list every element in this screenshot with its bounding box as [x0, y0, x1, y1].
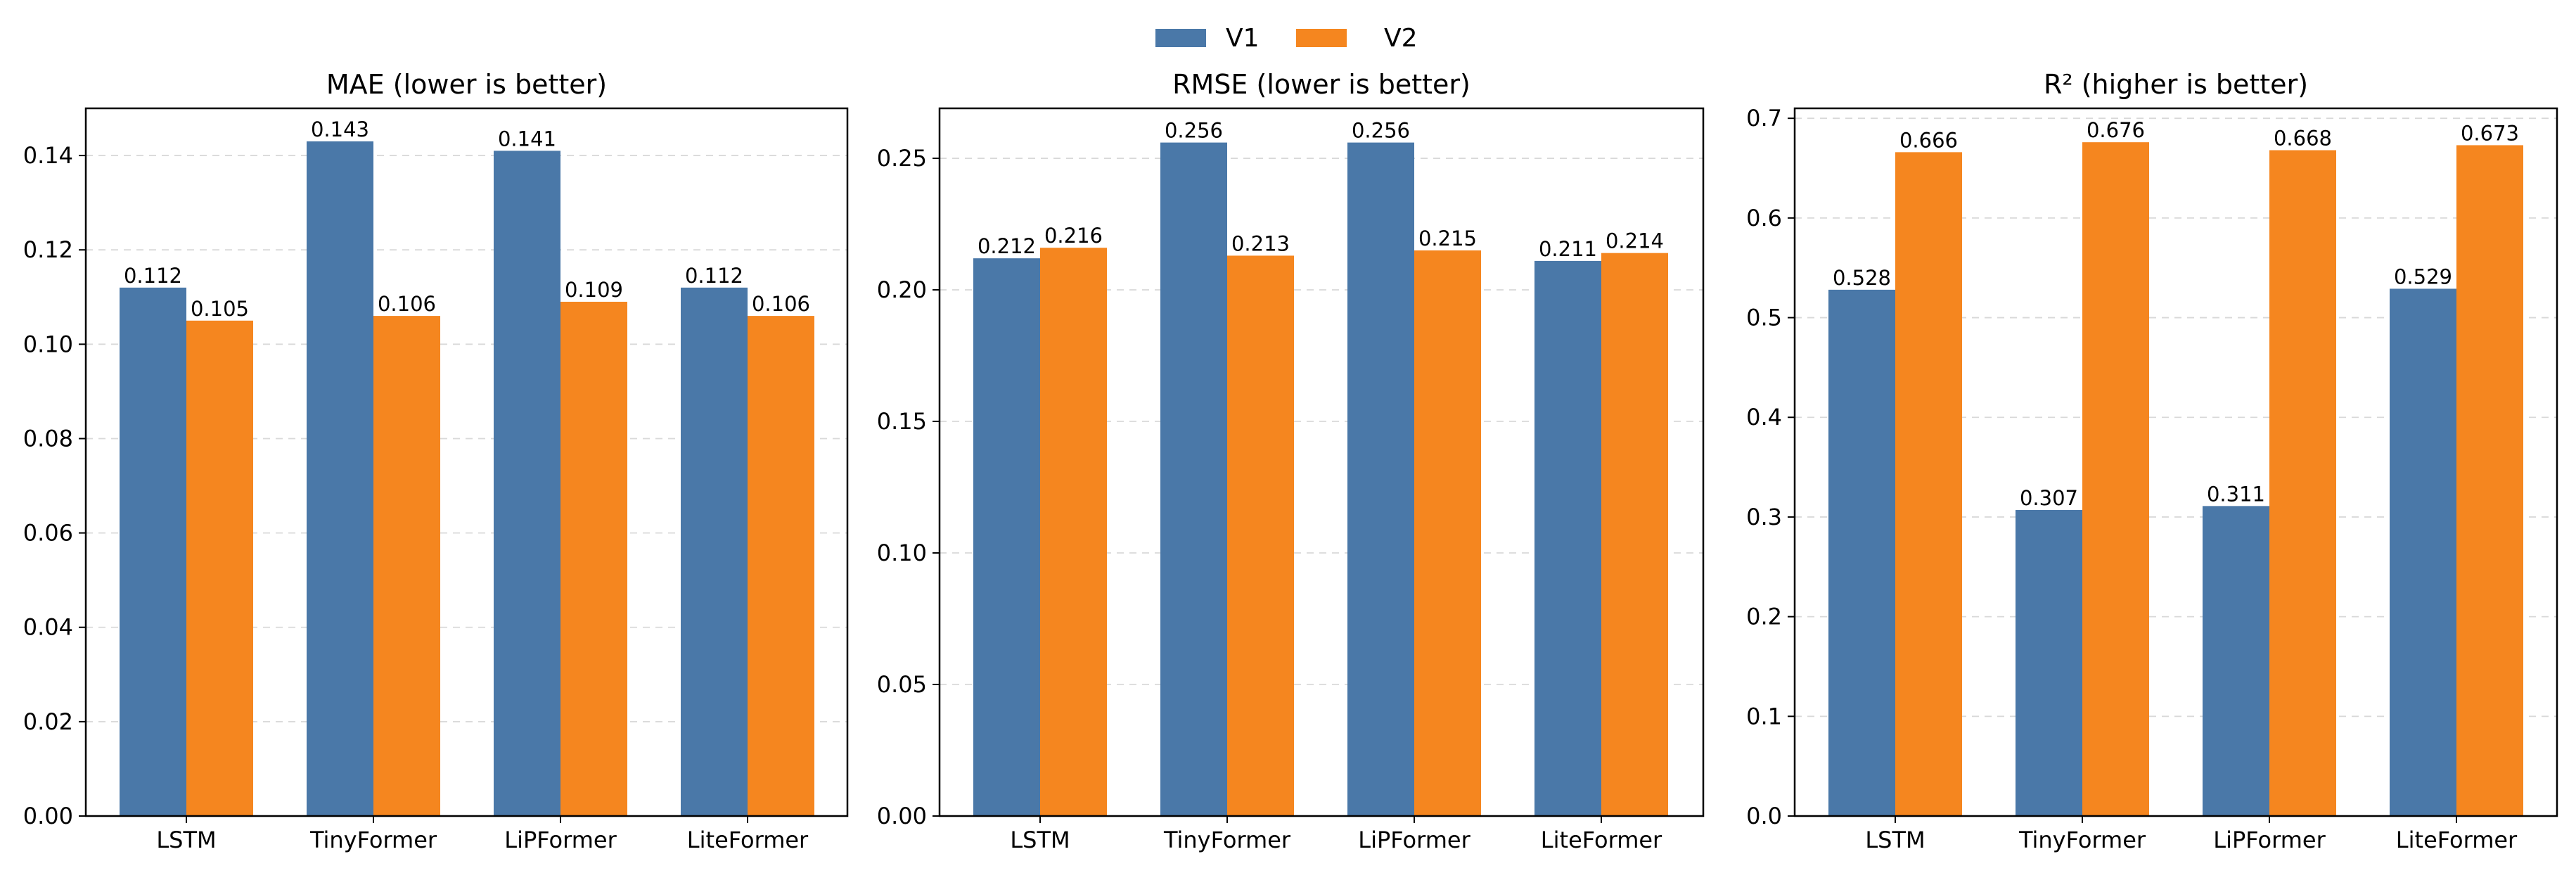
chart-title: RMSE (lower is better) [1172, 69, 1470, 100]
y-tick-label: 0.05 [877, 671, 927, 698]
y-tick-label: 0.08 [23, 425, 73, 452]
bar-v1-lstm [973, 258, 1040, 816]
x-tick-label: TinyFormer [2018, 827, 2146, 853]
bar-v2-lstm [186, 320, 253, 816]
data-label: 0.212 [978, 234, 1036, 258]
plot-frame [1793, 107, 2558, 817]
data-label: 0.307 [2020, 486, 2078, 510]
bar-v2-liteformer [748, 316, 814, 816]
y-tick-label: 0.4 [1746, 404, 1782, 431]
data-label: 0.216 [1044, 224, 1103, 248]
data-label: 0.256 [1352, 119, 1410, 143]
y-tick-label: 0.00 [877, 803, 927, 829]
chart-title: R² (higher is better) [2044, 69, 2308, 100]
data-label: 0.668 [2274, 127, 2332, 151]
bar-v2-tinyformer [373, 316, 440, 816]
y-tick-label: 0.2 [1746, 604, 1782, 630]
bar-v1-lstm [120, 287, 186, 816]
data-label: 0.112 [685, 264, 743, 288]
y-tick-label: 0.04 [23, 614, 73, 641]
y-tick-label: 0.25 [877, 145, 927, 172]
legend: V1 V2 [1155, 24, 1418, 53]
data-label: 0.529 [2394, 265, 2452, 288]
x-tick-label: LiteFormer [2396, 827, 2518, 853]
x-tick-label: LSTM [156, 827, 216, 853]
data-label: 0.311 [2207, 482, 2265, 506]
bar-v1-lstm [1828, 289, 1895, 816]
y-tick-label: 0.02 [23, 708, 73, 735]
legend-swatch-v2 [1296, 29, 1347, 47]
x-tick-label: LiPFormer [2213, 827, 2326, 853]
data-label: 0.676 [2087, 118, 2145, 142]
data-label: 0.214 [1606, 229, 1664, 253]
chart-panels: MAE (lower is better) 0.00 0.02 0.04 0.06 0.0… [23, 69, 2558, 853]
y-tick-label: 0.7 [1746, 105, 1782, 132]
bar-v1-tinyformer [1160, 142, 1227, 817]
data-label: 0.211 [1539, 237, 1597, 261]
y-tick-label: 0.5 [1746, 305, 1782, 331]
legend-swatch-v1 [1155, 29, 1206, 47]
bar-v2-lipformer [560, 301, 627, 816]
data-label: 0.673 [2461, 121, 2519, 145]
x-tick-label: TinyFormer [309, 827, 437, 853]
x-tick-label: TinyFormer [1163, 827, 1291, 853]
chart-panel-3: R² (higher is better) 0.0 0.1 0.2 0.3 0.4 0.5 0… [1746, 69, 2558, 853]
x-tick-label: LiPFormer [504, 827, 617, 853]
x-tick-label: LSTM [1010, 827, 1070, 853]
bar-v2-tinyformer [2082, 142, 2149, 816]
y-tick-label: 0.0 [1746, 803, 1782, 829]
y-tick-label: 0.14 [23, 142, 73, 169]
bar-v1-lipformer [2203, 506, 2269, 816]
chart-panel-2: RMSE (lower is better) 0.00 0.05 0.10 0.15 0.… [877, 69, 1705, 853]
y-tick-label: 0.3 [1746, 504, 1782, 530]
bar-v2-lstm [1895, 152, 1962, 817]
y-tick-label: 0.6 [1746, 205, 1782, 231]
bar-v2-liteformer [2456, 145, 2523, 816]
bar-v1-liteformer [681, 287, 748, 816]
plot-frame [938, 107, 1705, 817]
legend-label-v1: V1 [1226, 24, 1260, 53]
data-label: 0.105 [191, 297, 249, 321]
bar-v1-liteformer [2390, 288, 2456, 816]
y-tick-label: 0.10 [23, 331, 73, 357]
bar-v2-lipformer [1414, 250, 1481, 816]
data-label: 0.215 [1418, 227, 1477, 250]
x-tick-label: LiteFormer [687, 827, 809, 853]
x-tick-label: LiPFormer [1358, 827, 1470, 853]
bar-v1-lipformer [494, 151, 560, 817]
data-label: 0.141 [498, 127, 556, 151]
bar-v2-liteformer [1601, 253, 1668, 816]
bar-v2-lipformer [2269, 150, 2336, 816]
y-tick-label: 0.10 [877, 540, 927, 566]
y-tick-label: 0.15 [877, 408, 927, 435]
x-tick-label: LiteFormer [1541, 827, 1662, 853]
y-tick-label: 0.06 [23, 520, 73, 547]
data-label: 0.256 [1165, 119, 1223, 143]
bar-v1-lipformer [1347, 142, 1414, 817]
y-tick-label: 0.1 [1746, 703, 1782, 729]
data-label: 0.213 [1231, 231, 1290, 255]
data-label: 0.112 [124, 264, 182, 288]
data-label: 0.528 [1833, 266, 1891, 290]
data-label: 0.109 [565, 278, 623, 302]
chart-panel-1: MAE (lower is better) 0.00 0.02 0.04 0.06 0.0… [23, 69, 849, 853]
legend-label-v2: V2 [1384, 24, 1418, 53]
x-tick-label: LSTM [1865, 827, 1925, 853]
data-label: 0.666 [1899, 128, 1958, 152]
data-label: 0.106 [752, 292, 810, 316]
chart-title: MAE (lower is better) [326, 69, 607, 100]
plot-frame [84, 107, 849, 817]
bar-v1-tinyformer [2016, 510, 2082, 816]
bar-v1-liteformer [1534, 260, 1601, 816]
bar-v2-tinyformer [1227, 255, 1294, 817]
data-label: 0.143 [311, 117, 369, 141]
y-tick-label: 0.00 [23, 803, 73, 829]
bar-v2-lstm [1040, 248, 1107, 816]
data-label: 0.106 [378, 292, 436, 316]
y-tick-label: 0.12 [23, 236, 73, 263]
bar-v1-tinyformer [307, 141, 373, 817]
y-tick-label: 0.20 [877, 276, 927, 303]
